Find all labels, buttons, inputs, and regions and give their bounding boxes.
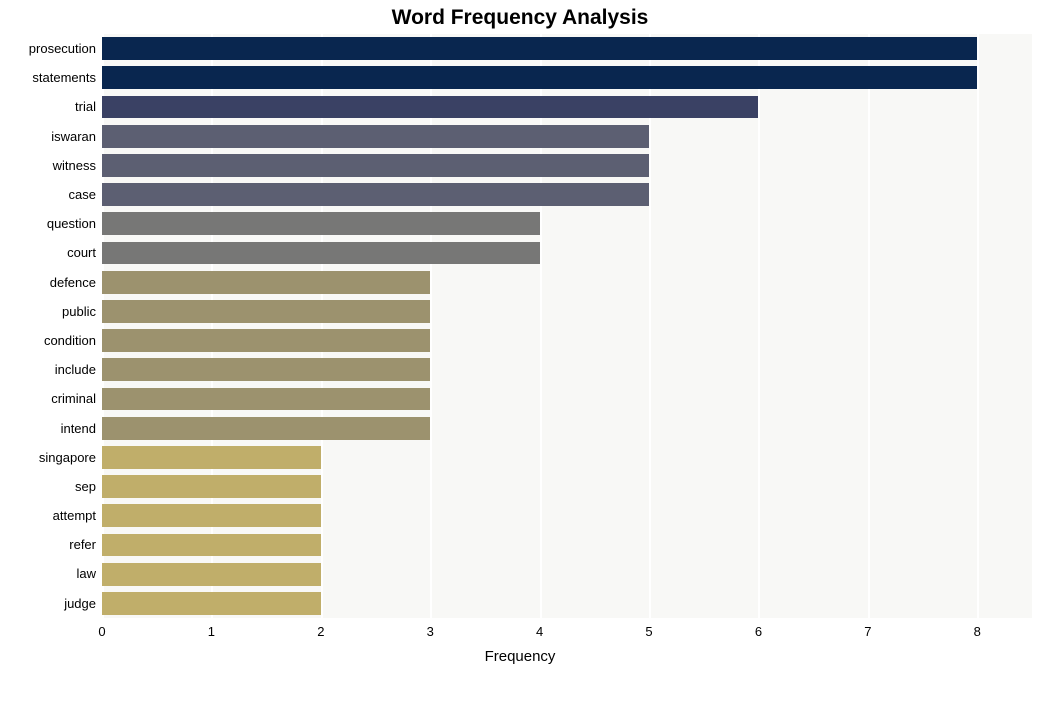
bar <box>102 475 321 498</box>
plot-region: prosecution statements trial iswaran witness… <box>0 34 1032 618</box>
x-axis-label: Frequency <box>0 648 1040 665</box>
bar <box>102 563 321 586</box>
y-tick-label: criminal <box>0 392 96 405</box>
x-tick-label: 1 <box>208 624 215 639</box>
bar <box>102 534 321 557</box>
y-tick-label: attempt <box>0 509 96 522</box>
bar <box>102 446 321 469</box>
y-tick-label: prosecution <box>0 42 96 55</box>
bar-slot <box>102 63 1032 92</box>
bar-slot <box>102 92 1032 121</box>
bar <box>102 592 321 615</box>
y-tick-label: iswaran <box>0 130 96 143</box>
bar <box>102 212 540 235</box>
x-tick-label: 5 <box>645 624 652 639</box>
y-tick-label: condition <box>0 334 96 347</box>
x-tick-label: 6 <box>755 624 762 639</box>
bar-slot <box>102 443 1032 472</box>
x-tick-label: 7 <box>864 624 871 639</box>
bar <box>102 358 430 381</box>
bar <box>102 242 540 265</box>
bar <box>102 329 430 352</box>
y-tick-label: sep <box>0 480 96 493</box>
plot-area <box>102 34 1032 618</box>
bar-slot <box>102 238 1032 267</box>
y-tick-label: intend <box>0 422 96 435</box>
x-tick-label: 2 <box>317 624 324 639</box>
y-tick-label: statements <box>0 71 96 84</box>
bar-slot <box>102 589 1032 618</box>
bar-slot <box>102 209 1032 238</box>
bar-slot <box>102 530 1032 559</box>
bar <box>102 154 649 177</box>
bar <box>102 125 649 148</box>
bar <box>102 96 758 119</box>
x-tick-label: 3 <box>427 624 434 639</box>
chart-title: Word Frequency Analysis <box>0 6 1040 30</box>
bar-slot <box>102 384 1032 413</box>
bar <box>102 183 649 206</box>
y-axis-labels: prosecution statements trial iswaran witness… <box>0 34 102 618</box>
x-tick-label: 8 <box>974 624 981 639</box>
bar <box>102 37 977 60</box>
y-tick-label: question <box>0 217 96 230</box>
y-tick-label: trial <box>0 100 96 113</box>
bar <box>102 66 977 89</box>
y-tick-label: defence <box>0 276 96 289</box>
bar-slot <box>102 268 1032 297</box>
x-tick-label: 0 <box>98 624 105 639</box>
bar-slot <box>102 151 1032 180</box>
bar-slot <box>102 560 1032 589</box>
y-tick-label: singapore <box>0 451 96 464</box>
y-tick-label: law <box>0 567 96 580</box>
bar <box>102 388 430 411</box>
y-tick-label: court <box>0 246 96 259</box>
bar <box>102 300 430 323</box>
y-tick-label: judge <box>0 597 96 610</box>
bar-slot <box>102 472 1032 501</box>
bar-slot <box>102 326 1032 355</box>
bar-slot <box>102 501 1032 530</box>
y-tick-label: witness <box>0 159 96 172</box>
bar-slot <box>102 180 1032 209</box>
y-tick-label: include <box>0 363 96 376</box>
bar-slot <box>102 414 1032 443</box>
bars-container <box>102 34 1032 618</box>
bar-slot <box>102 122 1032 151</box>
bar <box>102 417 430 440</box>
y-tick-label: refer <box>0 538 96 551</box>
x-tick-label: 4 <box>536 624 543 639</box>
y-tick-label: public <box>0 305 96 318</box>
bar <box>102 271 430 294</box>
bar-slot <box>102 297 1032 326</box>
y-tick-label: case <box>0 188 96 201</box>
bar-slot <box>102 355 1032 384</box>
bar <box>102 504 321 527</box>
bar-slot <box>102 34 1032 63</box>
word-frequency-chart: Word Frequency Analysis prosecution state… <box>0 0 1040 701</box>
